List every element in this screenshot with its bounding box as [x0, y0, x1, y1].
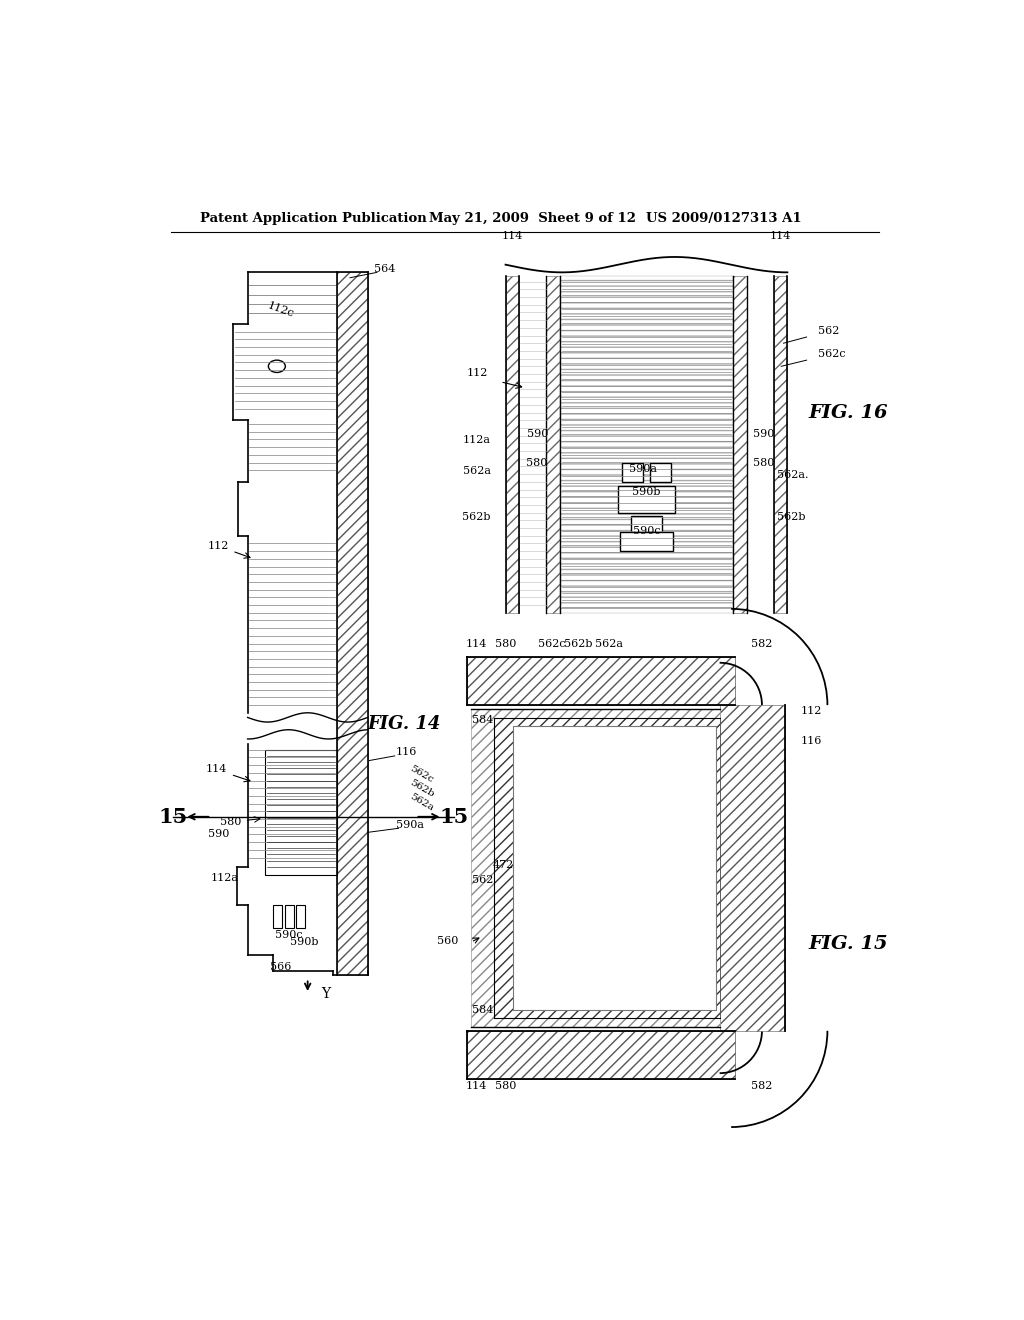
Text: 590b: 590b [290, 937, 318, 948]
Bar [285, 906, 294, 928]
Text: 590a: 590a [629, 463, 656, 474]
Text: 590: 590 [753, 429, 774, 440]
Text: 562: 562 [472, 875, 494, 884]
Bar [467, 1031, 735, 1078]
Bar [273, 906, 283, 928]
Bar [337, 272, 368, 974]
Text: 114: 114 [466, 639, 487, 648]
Bar [296, 906, 305, 928]
Ellipse shape [268, 360, 286, 372]
Text: FIG. 15: FIG. 15 [808, 935, 888, 953]
Bar [773, 276, 787, 612]
Text: 590: 590 [527, 429, 549, 440]
Text: 112: 112 [208, 541, 229, 550]
Text: 562a: 562a [408, 792, 435, 813]
Text: 590c: 590c [274, 929, 302, 940]
Text: 562a.: 562a. [777, 470, 809, 480]
Text: 566: 566 [270, 962, 292, 972]
Text: 116: 116 [395, 747, 417, 758]
Text: 114: 114 [770, 231, 792, 242]
Text: 582: 582 [752, 1081, 773, 1092]
Text: 116: 116 [801, 735, 822, 746]
Bar [733, 276, 746, 612]
Text: 590c: 590c [633, 527, 660, 536]
Bar [631, 516, 662, 540]
Bar [471, 709, 720, 1027]
Bar [467, 657, 735, 705]
Text: 562a: 562a [463, 466, 492, 477]
Text: 582: 582 [752, 639, 773, 648]
Bar [506, 276, 519, 612]
Text: 580: 580 [525, 458, 547, 469]
Text: 584: 584 [472, 1005, 494, 1015]
Text: 112: 112 [801, 706, 822, 717]
Text: 114: 114 [466, 1081, 487, 1092]
Text: 562: 562 [818, 326, 840, 337]
Text: May 21, 2009  Sheet 9 of 12: May 21, 2009 Sheet 9 of 12 [429, 213, 636, 224]
Text: 472: 472 [493, 859, 514, 870]
Text: 580: 580 [753, 458, 774, 469]
Text: Y: Y [322, 987, 331, 1001]
Text: 580: 580 [220, 817, 242, 828]
Bar [547, 276, 560, 612]
Text: 112a: 112a [211, 874, 239, 883]
Bar [265, 750, 337, 875]
Text: Patent Application Publication: Patent Application Publication [200, 213, 427, 224]
Bar [513, 726, 716, 1010]
Text: 590: 590 [209, 829, 229, 840]
Bar [560, 276, 733, 612]
Text: 562c: 562c [538, 639, 565, 648]
Text: 112c: 112c [266, 301, 295, 319]
Text: 560: 560 [437, 936, 459, 946]
Text: 590a: 590a [396, 820, 424, 830]
Bar [620, 532, 674, 552]
Text: US 2009/0127313 A1: US 2009/0127313 A1 [646, 213, 802, 224]
Text: 562b: 562b [777, 512, 806, 523]
Text: 580: 580 [495, 1081, 516, 1092]
Text: 562c: 562c [818, 348, 846, 359]
Text: 562b: 562b [462, 512, 490, 523]
Text: 112: 112 [466, 368, 487, 379]
Text: 562c: 562c [408, 764, 434, 784]
Text: 15: 15 [439, 807, 469, 826]
Bar [649, 462, 671, 482]
Text: 562b: 562b [408, 777, 435, 799]
Text: 590b: 590b [632, 487, 660, 496]
Bar [617, 486, 675, 512]
Text: 114: 114 [206, 764, 227, 774]
Text: 580: 580 [495, 639, 516, 648]
Text: FIG. 16: FIG. 16 [808, 404, 888, 421]
Text: 584: 584 [472, 715, 494, 725]
Text: 15: 15 [159, 807, 187, 826]
Text: FIG. 14: FIG. 14 [368, 715, 440, 734]
Bar [720, 705, 785, 1031]
Text: 562b: 562b [564, 639, 593, 648]
Bar [494, 718, 720, 1018]
Text: 114: 114 [502, 231, 523, 242]
Text: 112a: 112a [463, 436, 492, 445]
Text: 562a: 562a [596, 639, 624, 648]
Text: 564: 564 [374, 264, 395, 273]
Bar [622, 462, 643, 482]
